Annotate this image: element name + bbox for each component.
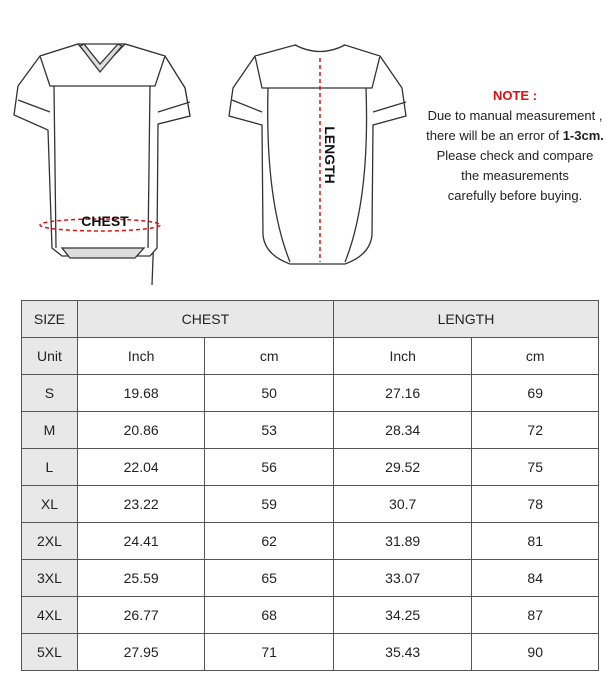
cell-chest-cm: 68 [204, 596, 334, 634]
cell-length-cm: 75 [471, 448, 599, 486]
header-size: SIZE [21, 300, 78, 338]
cell-chest-inch: 27.95 [76, 633, 206, 671]
table-row: 5XL 27.95 71 35.43 90 [21, 633, 599, 671]
cell-length-inch: 34.25 [332, 596, 473, 634]
cell-size: S [21, 374, 78, 412]
cell-chest-cm: 71 [204, 633, 334, 671]
note-line: there will be an error of 1-3cm. [410, 126, 607, 146]
note-block: NOTE : Due to manual measurement , there… [410, 86, 607, 206]
cell-chest-inch: 25.59 [76, 559, 206, 597]
size-table: SIZE CHEST LENGTH Unit Inch cm Inch cm S… [21, 300, 600, 671]
unit-length-inch: Inch [332, 337, 473, 375]
unit-chest-cm: cm [204, 337, 334, 375]
cell-chest-inch: 22.04 [76, 448, 206, 486]
table-row: 3XL 25.59 65 33.07 84 [21, 559, 599, 597]
cell-size: XL [21, 485, 78, 523]
cell-size: L [21, 448, 78, 486]
front-jersey [13, 43, 191, 286]
cell-length-inch: 28.34 [332, 411, 473, 449]
unit-label: Unit [21, 337, 78, 375]
cell-length-cm: 87 [471, 596, 599, 634]
cell-length-cm: 69 [471, 374, 599, 412]
table-row: L 22.04 56 29.52 75 [21, 448, 599, 486]
table-row: M 20.86 53 28.34 72 [21, 411, 599, 449]
chest-measure-line [39, 218, 161, 232]
note-line: Due to manual measurement , [427, 108, 603, 123]
cell-chest-cm: 62 [204, 522, 334, 560]
cell-length-inch: 31.89 [332, 522, 473, 560]
table-row: 4XL 26.77 68 34.25 87 [21, 596, 599, 634]
header-length: LENGTH [332, 300, 600, 338]
note-line: Please check and compare [436, 148, 594, 163]
note-text: there will be an error of [426, 128, 563, 143]
cell-chest-cm: 65 [204, 559, 334, 597]
note-line: carefully before buying. [447, 188, 583, 203]
cell-chest-cm: 59 [204, 485, 334, 523]
cell-length-cm: 81 [471, 522, 599, 560]
cell-chest-cm: 50 [204, 374, 334, 412]
cell-size: M [21, 411, 78, 449]
note-title: NOTE : [492, 88, 538, 103]
header-chest: CHEST [76, 300, 334, 338]
cell-chest-inch: 19.68 [76, 374, 206, 412]
cell-size: 4XL [21, 596, 78, 634]
cell-length-inch: 27.16 [332, 374, 473, 412]
unit-row: Unit Inch cm Inch cm [21, 337, 599, 375]
cell-length-cm: 72 [471, 411, 599, 449]
table-header-row: SIZE CHEST LENGTH [21, 300, 600, 338]
note-line: the measurements [461, 168, 569, 183]
table-row: 2XL 24.41 62 31.89 81 [21, 522, 599, 560]
cell-chest-inch: 23.22 [76, 485, 206, 523]
cell-length-cm: 90 [471, 633, 599, 671]
cell-length-inch: 35.43 [332, 633, 473, 671]
cell-size: 5XL [21, 633, 78, 671]
cell-size: 3XL [21, 559, 78, 597]
table-row: S 19.68 50 27.16 69 [21, 374, 599, 412]
cell-chest-inch: 24.41 [76, 522, 206, 560]
cell-chest-inch: 26.77 [76, 596, 206, 634]
cell-chest-cm: 56 [204, 448, 334, 486]
unit-chest-inch: Inch [76, 337, 206, 375]
unit-length-cm: cm [471, 337, 599, 375]
cell-chest-inch: 20.86 [76, 411, 206, 449]
note-error-value: 1-3cm. [562, 128, 604, 143]
length-label: LENGTH [322, 126, 338, 184]
cell-length-inch: 33.07 [332, 559, 473, 597]
table-row: XL 23.22 59 30.7 78 [21, 485, 599, 523]
cell-length-inch: 29.52 [332, 448, 473, 486]
chest-label: CHEST [81, 213, 129, 229]
cell-length-cm: 84 [471, 559, 599, 597]
cell-length-inch: 30.7 [332, 485, 473, 523]
jersey-diagram: CHEST LENGTH [13, 43, 407, 286]
cell-size: 2XL [21, 522, 78, 560]
cell-length-cm: 78 [471, 485, 599, 523]
back-jersey [228, 44, 407, 265]
cell-chest-cm: 53 [204, 411, 334, 449]
